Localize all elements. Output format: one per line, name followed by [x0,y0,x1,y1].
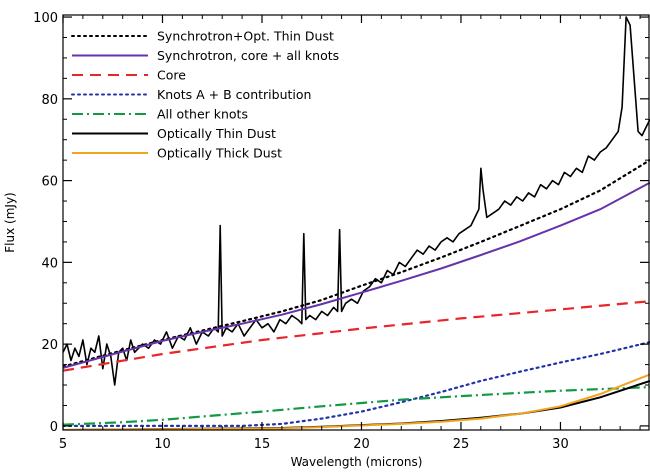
y-tick-label-60: 60 [41,175,58,190]
legend-label-optically-thick-dust: Optically Thick Dust [157,146,282,161]
series-line-synchrotron-opt-thin-dust [63,159,650,368]
series-line-core [63,300,650,372]
series-line-knots-a-b-contribution [63,341,650,427]
x-tick-label-15: 15 [254,437,271,452]
x-tick-label-20: 20 [353,437,370,452]
y-tick-label-0: 0 [50,420,58,435]
y-axis-label: Flux (mJy) [3,192,17,252]
x-tick-label-5: 5 [59,437,67,452]
legend-label-synchrotron-core-all-knots: Synchrotron, core + all knots [157,48,339,63]
ticks-layer: 5 10 15 20 25 30 0 20 40 60 80 100 [33,11,649,452]
legend-label-all-other-knots: All other knots [157,107,248,122]
series-line-optically-thick-dust [63,373,650,430]
x-tick-label-25: 25 [453,437,470,452]
y-tick-label-100: 100 [33,11,58,26]
legend: Synchrotron+Opt. Thin Dust Synchrotron, c… [71,29,339,161]
y-tick-label-20: 20 [41,338,58,353]
y-tick-label-80: 80 [41,93,58,108]
legend-label-optically-thin-dust: Optically Thin Dust [157,126,276,141]
legend-label-knots-a-b-contribution: Knots A + B contribution [157,87,311,102]
y-tick-label-40: 40 [41,256,58,271]
plot-frame [62,14,650,431]
legend-label-synchrotron-opt-thin-dust: Synchrotron+Opt. Thin Dust [157,29,334,44]
series-line-synchrotron-core-all-knots [63,181,650,369]
series-line-all-other-knots [63,386,650,426]
legend-label-core: Core [157,68,186,83]
plot-layer [63,16,650,430]
x-tick-label-10: 10 [154,437,171,452]
x-axis-label: Wavelength (microns) [291,455,423,469]
x-tick-label-30: 30 [552,437,569,452]
